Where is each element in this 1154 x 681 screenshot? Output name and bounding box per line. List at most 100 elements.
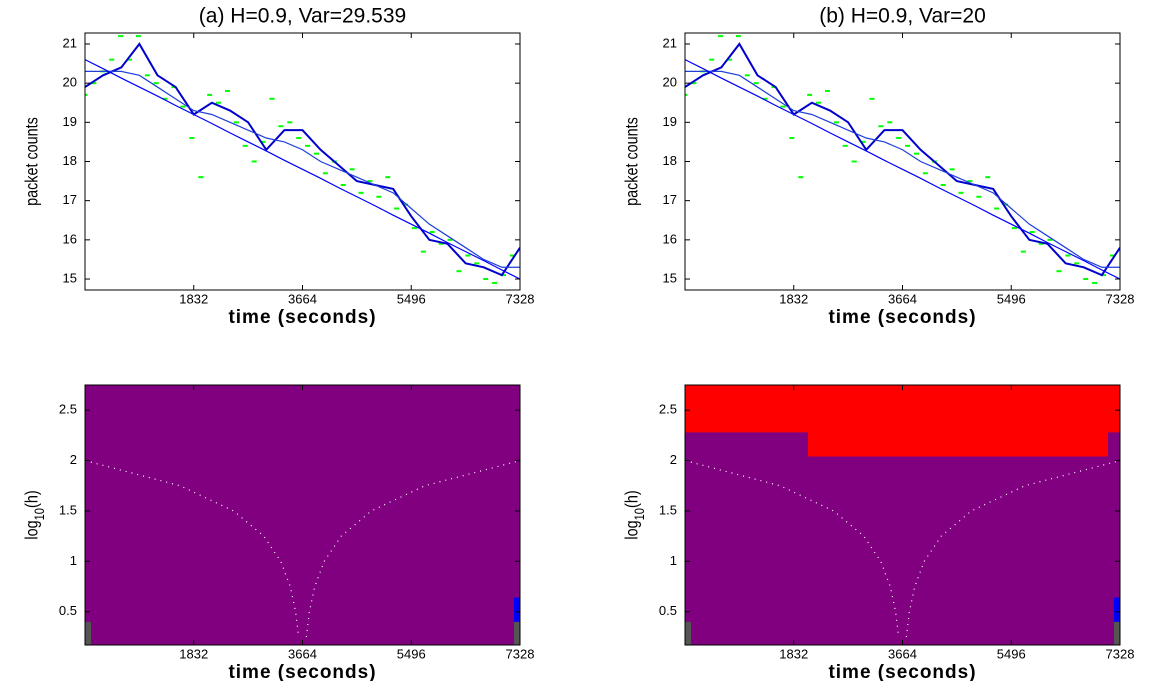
- x-axis-label: time (seconds): [828, 662, 976, 681]
- x-tick-label: 5496: [997, 291, 1026, 306]
- y-tick-label: 18: [663, 153, 677, 168]
- data-point: [1056, 270, 1062, 273]
- data-point: [833, 121, 839, 124]
- subplot: 1832 3664 5496 7328 15 16 17 18 19 20 21 (a) H=0.9,…: [22, 5, 534, 328]
- subplot-title: (b) H=0.9, Var=20: [819, 5, 986, 28]
- data-point: [358, 191, 364, 194]
- data-point: [278, 125, 284, 128]
- data-point: [685, 93, 688, 96]
- data-point: [207, 93, 213, 96]
- edge-bar: [1114, 597, 1120, 622]
- data-point: [744, 74, 750, 77]
- data-point: [727, 58, 733, 61]
- data-point: [260, 140, 266, 143]
- data-point: [807, 93, 813, 96]
- x-tick-label: 3664: [288, 646, 317, 661]
- data-point: [198, 176, 204, 179]
- data-point: [403, 203, 409, 206]
- data-point: [420, 250, 426, 253]
- plot-area: [685, 385, 1120, 645]
- data-point: [322, 172, 328, 175]
- x-tick-label: 7328: [506, 646, 535, 661]
- data-point: [216, 101, 222, 104]
- data-point: [305, 144, 311, 147]
- y-axis-label-part: packet counts: [22, 117, 42, 206]
- data-point: [1074, 262, 1080, 265]
- data-point: [922, 172, 928, 175]
- data-point: [994, 207, 1000, 210]
- data-point: [224, 89, 230, 92]
- data-point: [144, 74, 150, 77]
- data-point: [1047, 238, 1053, 241]
- smooth-line: [685, 70, 1120, 268]
- data-point: [1065, 254, 1071, 257]
- significance-region: [685, 385, 1120, 457]
- x-tick-label: 5496: [397, 646, 426, 661]
- data-point: [314, 152, 320, 155]
- edge-bar: [514, 621, 520, 645]
- x-tick-label: 1832: [779, 291, 808, 306]
- x-tick-label: 1832: [179, 291, 208, 306]
- y-axis-label-part: (h): [22, 490, 42, 508]
- y-axis-label: packet counts: [22, 117, 42, 206]
- data-point: [985, 176, 991, 179]
- data-point: [269, 97, 275, 100]
- data-point: [869, 97, 875, 100]
- data-point: [1029, 231, 1035, 234]
- edge-bar: [685, 621, 691, 645]
- data-point: [1038, 242, 1044, 245]
- data-point: [465, 254, 471, 257]
- data-point: [483, 278, 489, 281]
- bandwidth-curve: [85, 460, 300, 638]
- y-tick-label: 2.5: [59, 402, 77, 417]
- data-point: [233, 121, 239, 124]
- x-tick-label: 1832: [779, 646, 808, 661]
- y-axis-label-part: (h): [622, 490, 642, 508]
- subplot: 1832 3664 5496 7328 0.5 1 1.5 2 2.5 time (seconds…: [622, 384, 1135, 681]
- y-tick-label: 17: [63, 192, 77, 207]
- data-point: [967, 180, 973, 183]
- smooth-line: [85, 70, 520, 268]
- subplot-title: (a) H=0.9, Var=29.539: [199, 5, 406, 28]
- subplot: 1832 3664 5496 7328 15 16 17 18 19 20 21 (b) H=0.9,…: [622, 5, 1134, 328]
- y-tick-label: 16: [63, 231, 77, 246]
- data-point: [429, 231, 435, 234]
- y-tick-label: 1: [670, 553, 677, 568]
- data-point: [127, 58, 133, 61]
- data-point: [1083, 278, 1089, 281]
- y-tick-label: 19: [63, 114, 77, 129]
- data-point: [914, 152, 920, 155]
- data-point: [394, 207, 400, 210]
- bandwidth-curve: [685, 460, 900, 638]
- x-tick-label: 5496: [397, 291, 426, 306]
- x-tick-label: 1832: [179, 646, 208, 661]
- data-point: [385, 176, 391, 179]
- y-axis-label-part: 10: [32, 508, 47, 520]
- data-point: [251, 160, 257, 163]
- data-point: [940, 184, 946, 187]
- y-tick-label: 18: [63, 153, 77, 168]
- data-point: [242, 144, 248, 147]
- data-point: [287, 121, 293, 124]
- y-tick-label: 1: [70, 553, 77, 568]
- data-point: [860, 140, 866, 143]
- data-point: [816, 101, 822, 104]
- data-point: [349, 168, 355, 171]
- data-point: [896, 136, 902, 139]
- smooth-line: [685, 42, 1120, 277]
- smooth-line: [685, 59, 1120, 280]
- data-point: [798, 176, 804, 179]
- data-point: [474, 262, 480, 265]
- data-point: [905, 144, 911, 147]
- x-tick-label: 7328: [1106, 646, 1135, 661]
- data-point: [1109, 254, 1115, 257]
- x-tick-label: 7328: [506, 291, 535, 306]
- data-point: [162, 97, 168, 100]
- data-point: [447, 238, 453, 241]
- data-point: [780, 105, 786, 108]
- data-point: [376, 195, 382, 198]
- data-point: [118, 35, 124, 38]
- data-point: [509, 254, 515, 257]
